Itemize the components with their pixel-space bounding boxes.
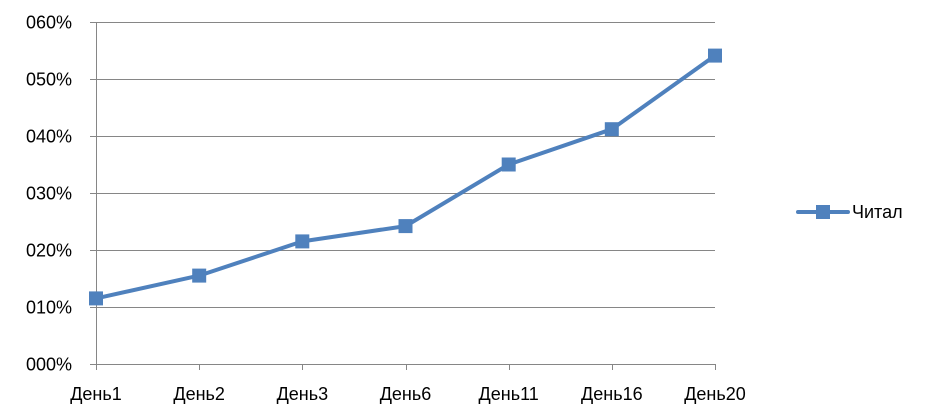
series-layer xyxy=(89,48,722,306)
data-point-marker xyxy=(295,234,310,249)
x-tick-label: День2 xyxy=(173,384,225,404)
data-point-marker xyxy=(501,157,516,172)
data-point-marker xyxy=(398,219,413,234)
y-tick-label: 050% xyxy=(26,70,72,90)
y-tick-label: 060% xyxy=(26,13,72,33)
x-tick-label: День20 xyxy=(684,384,746,404)
y-tick-label: 020% xyxy=(26,241,72,261)
y-tick-label: 010% xyxy=(26,298,72,318)
x-tick-label: День3 xyxy=(277,384,329,404)
x-tick-label: День1 xyxy=(70,384,122,404)
x-axis: День1 День2 День3 День6 День11 День16 День20 xyxy=(70,364,746,404)
legend-label: Читал xyxy=(852,202,903,222)
data-point-marker xyxy=(89,291,103,306)
data-point-marker xyxy=(192,268,207,283)
x-tick-label: День16 xyxy=(581,384,643,404)
x-tick-label: День6 xyxy=(380,384,432,404)
x-tick-label: День11 xyxy=(479,384,539,404)
y-tick-label: 040% xyxy=(26,127,72,147)
y-axis: 000% 010% 020% 030% 040% 050% 060% xyxy=(26,13,97,375)
legend-marker-swatch xyxy=(816,205,830,219)
gridlines xyxy=(90,22,715,365)
y-tick-label: 000% xyxy=(26,355,72,375)
data-point-marker xyxy=(708,48,722,63)
series-line xyxy=(94,53,717,301)
data-point-marker xyxy=(604,122,619,137)
y-tick-label: 030% xyxy=(26,184,72,204)
legend: Читал xyxy=(796,202,903,222)
